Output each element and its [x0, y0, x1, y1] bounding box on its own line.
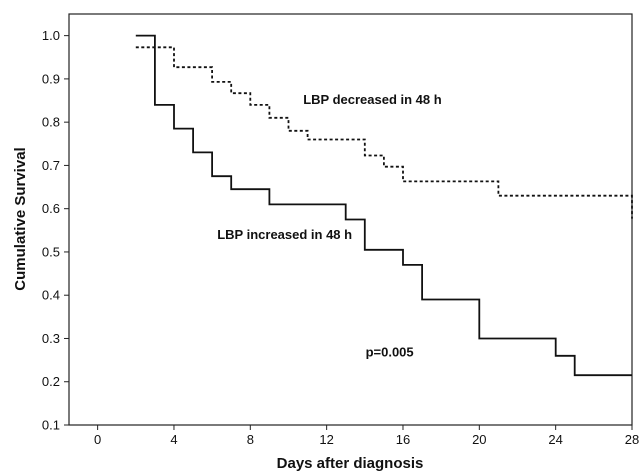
annotation-label: LBP increased in 48 h	[217, 227, 352, 242]
y-tick-label: 0.5	[42, 244, 60, 259]
plot-frame	[68, 13, 633, 426]
y-tick-label: 0.4	[42, 288, 60, 303]
x-tick-label: 24	[548, 432, 562, 447]
x-axis-title: Days after diagnosis	[277, 455, 424, 472]
series-layer	[135, 34, 633, 377]
x-tick-label: 4	[170, 432, 177, 447]
y-axis-ticks: 0.1 0.2 0.3 0.4 0.5 0.6 0.7 0.8 0.9 1.0	[42, 28, 69, 433]
y-tick-label: 0.9	[42, 71, 60, 86]
y-tick-label: 0.1	[42, 418, 60, 433]
x-axis-ticks: 0 4 8 12 16 20 24 28	[94, 425, 639, 447]
y-tick-label: 1.0	[42, 28, 60, 43]
x-tick-label: 8	[247, 432, 254, 447]
y-tick-label: 0.3	[42, 331, 60, 346]
x-tick-label: 12	[319, 432, 333, 447]
annotation-layer: LBP decreased in 48 h LBP increased in 48…	[217, 92, 442, 360]
x-tick-label: 16	[396, 432, 410, 447]
annotation-label: p=0.005	[366, 345, 414, 360]
y-tick-label: 0.2	[42, 374, 60, 389]
series-line-increased	[135, 34, 632, 377]
y-axis-title: Cumulative Survival	[12, 147, 29, 290]
x-tick-label: 0	[94, 432, 101, 447]
y-tick-label: 0.6	[42, 201, 60, 216]
y-tick-label: 0.7	[42, 158, 60, 173]
annotation-label: LBP decreased in 48 h	[303, 92, 442, 107]
y-tick-label: 0.8	[42, 115, 60, 130]
series-line-decreased	[135, 46, 633, 219]
x-tick-label: 28	[625, 432, 639, 447]
x-tick-label: 20	[472, 432, 486, 447]
